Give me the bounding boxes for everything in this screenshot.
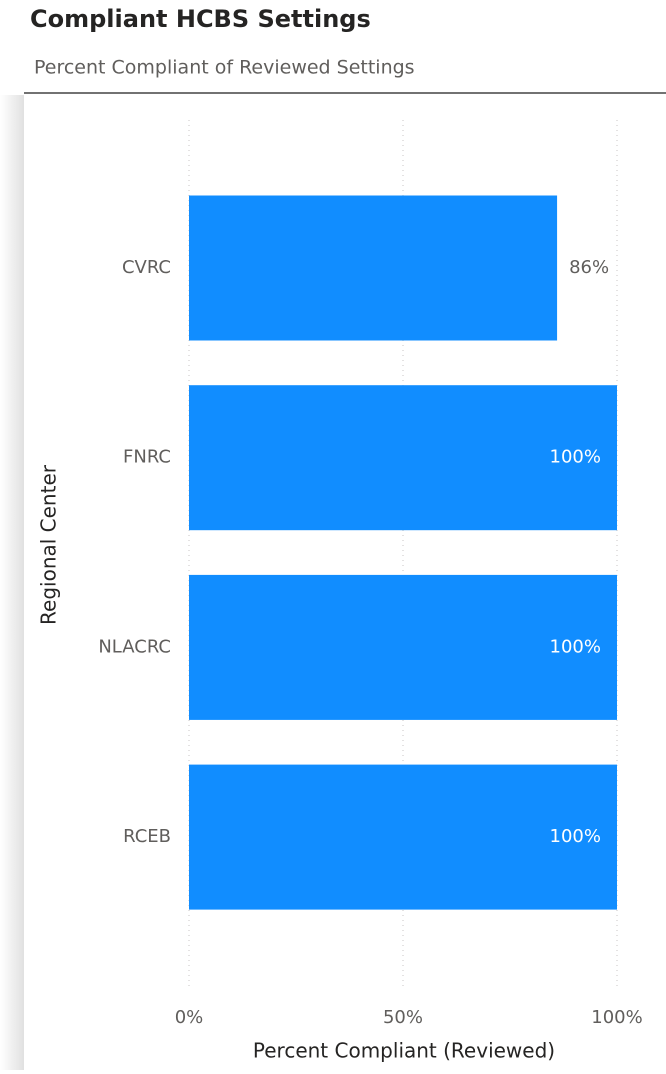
x-tick-label: 100% xyxy=(591,1007,642,1028)
data-label: 100% xyxy=(550,447,601,468)
x-tick-label: 0% xyxy=(175,1007,204,1028)
data-label: 86% xyxy=(569,257,609,278)
y-tick-label: CVRC xyxy=(122,257,171,278)
y-tick-label: NLACRC xyxy=(98,636,171,657)
chart-title: Compliant HCBS Settings xyxy=(30,5,371,33)
y-tick-label: RCEB xyxy=(123,826,171,847)
data-label: 100% xyxy=(550,636,601,657)
bar xyxy=(189,764,617,910)
bar xyxy=(189,195,558,341)
x-axis-title: Percent Compliant (Reviewed) xyxy=(253,1039,555,1063)
bar xyxy=(189,574,617,720)
chart-subtitle: Percent Compliant of Reviewed Settings xyxy=(34,57,415,79)
bar xyxy=(189,385,617,531)
y-axis-title: Regional Center xyxy=(37,464,61,625)
y-tick-label: FNRC xyxy=(123,447,171,468)
x-tick-label: 50% xyxy=(383,1007,423,1028)
panel-shadow xyxy=(0,95,24,1070)
data-label: 100% xyxy=(550,826,601,847)
